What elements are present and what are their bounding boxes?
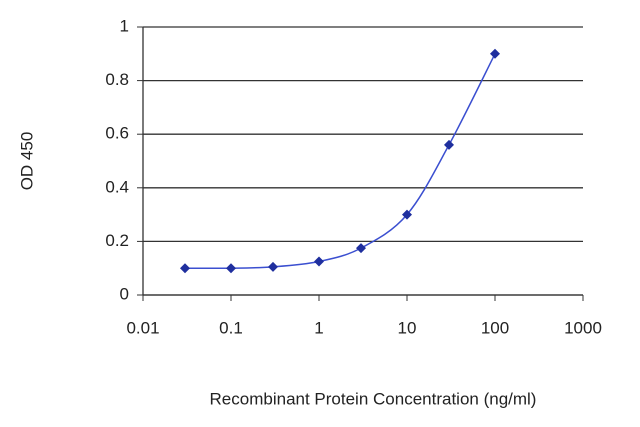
- x-tick-label: 0.1: [219, 318, 243, 337]
- x-tick-label: 1: [314, 318, 323, 337]
- data-point: [179, 263, 190, 274]
- y-tick-label: 0.6: [105, 124, 129, 143]
- x-tick-label: 0.01: [126, 318, 159, 337]
- y-tick-label: 0.8: [105, 70, 129, 89]
- y-tick-label: 0: [120, 284, 129, 303]
- x-tick-label: 10: [398, 318, 417, 337]
- y-tick-label: 0.4: [105, 177, 129, 196]
- data-point: [490, 48, 500, 59]
- x-tick-label: 1000: [564, 318, 602, 337]
- y-tick-label: 0.2: [105, 231, 129, 250]
- data-point: [267, 261, 278, 272]
- curve: [184, 53, 496, 270]
- y-axis-title: OD 450: [17, 132, 36, 191]
- data-point: [443, 139, 454, 150]
- data-point: [355, 243, 366, 254]
- x-tick-label: 100: [481, 318, 509, 337]
- data-point: [402, 209, 412, 220]
- y-tick-label: 1: [120, 16, 129, 35]
- data-point: [314, 256, 324, 267]
- x-axis-title: Recombinant Protein Concentration (ng/ml…: [210, 389, 537, 408]
- data-point: [226, 263, 236, 274]
